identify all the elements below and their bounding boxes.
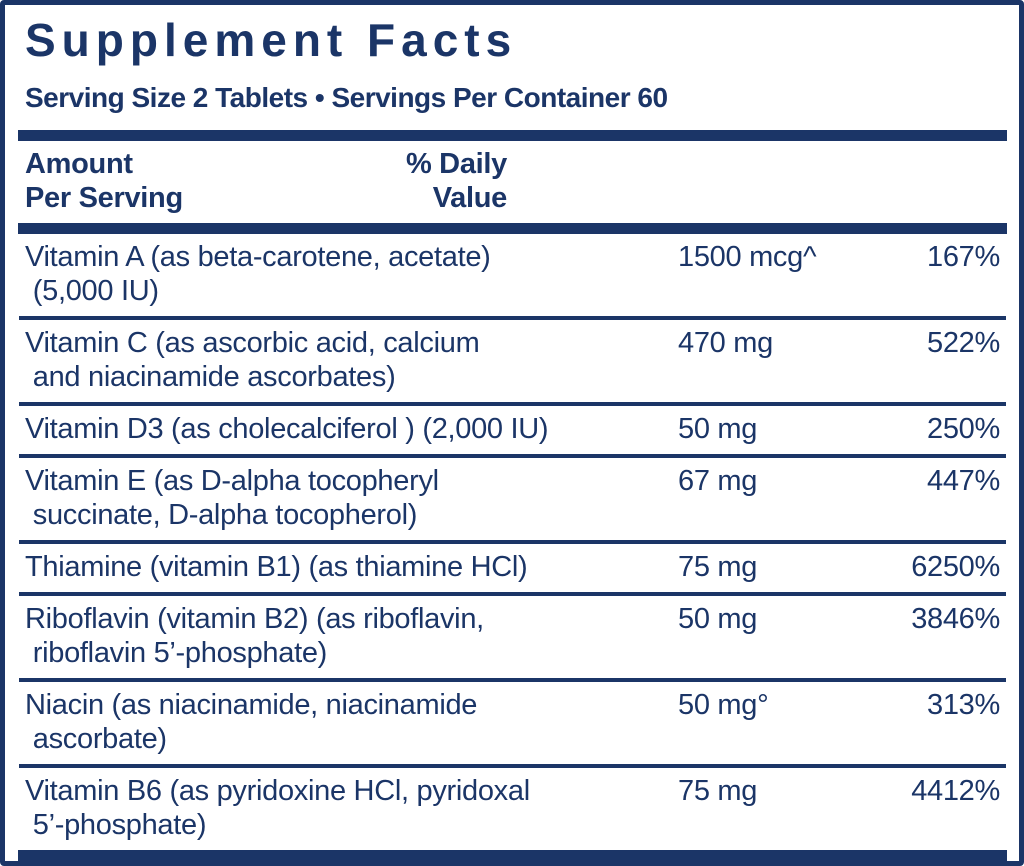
nutrient-daily-value: 3846% (911, 603, 1000, 636)
panel-title: Supplement Facts (25, 14, 518, 66)
serving-info: Serving Size 2 Tablets • Servings Per Co… (25, 81, 668, 113)
nutrient-daily-value: 167% (927, 241, 1000, 274)
nutrient-amount: 50 mg (678, 413, 758, 446)
nutrient-name: Vitamin D3 (as cholecalciferol ) (2,000 … (25, 413, 549, 446)
nutrient-amount: 67 mg (678, 465, 758, 498)
nutrient-amount: 1500 mcg^ (678, 241, 817, 274)
nutrient-name: Niacin (as niacinamide, niacinamide asco… (25, 689, 478, 756)
nutrient-daily-value: 6250% (911, 551, 1000, 584)
nutrient-amount: 50 mg (678, 603, 758, 636)
nutrient-name: Thiamine (vitamin B1) (as thiamine HCl) (25, 551, 528, 584)
nutrient-name: Vitamin B6 (as pyridoxine HCl, pyridoxal… (25, 775, 530, 842)
percent-daily-value-header: % Daily Value (405, 148, 507, 215)
nutrient-row: Thiamine (vitamin B1) (as thiamine HCl) … (19, 540, 1006, 592)
nutrient-row: Riboflavin (vitamin B2) (as riboflavin, … (19, 592, 1006, 678)
amount-per-serving-header: Amount Per Serving (25, 148, 183, 215)
nutrient-row: Vitamin D3 (as cholecalciferol ) (2,000 … (19, 402, 1006, 454)
nutrient-name: Riboflavin (vitamin B2) (as riboflavin, … (25, 603, 484, 670)
nutrient-amount: 470 mg (678, 327, 773, 360)
nutrient-name: Vitamin A (as beta-carotene, acetate) (5… (25, 241, 491, 308)
nutrient-name: Vitamin C (as ascorbic acid, calcium and… (25, 327, 480, 394)
nutrient-row: Vitamin E (as D-alpha tocopheryl succina… (19, 454, 1006, 540)
nutrient-daily-value: 313% (927, 689, 1000, 722)
nutrient-amount: 50 mg° (678, 689, 769, 722)
divider-thick-header (18, 223, 1007, 235)
nutrient-daily-value: 447% (927, 465, 1000, 498)
nutrient-row: Vitamin A (as beta-carotene, acetate) (5… (19, 234, 1006, 316)
nutrient-row: Vitamin C (as ascorbic acid, calcium and… (19, 316, 1006, 402)
nutrient-daily-value: 4412% (911, 775, 1000, 808)
nutrient-amount: 75 mg (678, 775, 758, 808)
nutrient-daily-value: 250% (927, 413, 1000, 446)
nutrient-amount: 75 mg (678, 551, 758, 584)
nutrient-row: Vitamin B6 (as pyridoxine HCl, pyridoxal… (19, 764, 1006, 850)
nutrient-row: Niacin (as niacinamide, niacinamide asco… (19, 678, 1006, 764)
nutrient-name: Vitamin E (as D-alpha tocopheryl succina… (25, 465, 439, 532)
nutrient-rows: Vitamin A (as beta-carotene, acetate) (5… (19, 234, 1006, 850)
nutrient-daily-value: 522% (927, 327, 1000, 360)
divider-thick-top (18, 130, 1007, 142)
divider-thick-bottom (18, 850, 1007, 861)
column-headers: Amount Per Serving % Daily Value (25, 141, 1000, 223)
